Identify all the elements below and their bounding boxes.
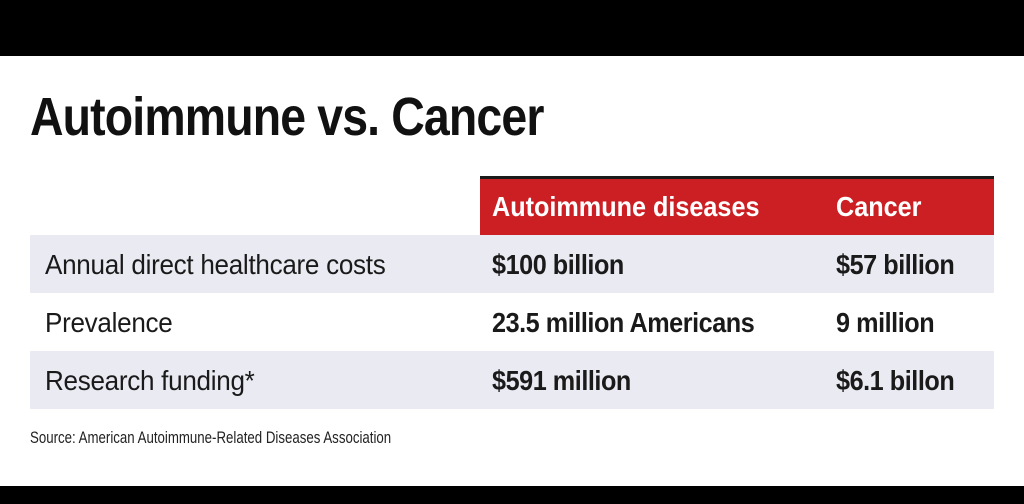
bottom-black-bar — [0, 486, 1024, 504]
table-row: Annual direct healthcare costs $100 bill… — [30, 235, 994, 293]
autoimmune-value: 23.5 million Americans — [492, 307, 755, 338]
chart-title: Autoimmune vs. Cancer — [30, 87, 544, 147]
row-label: Research funding* — [45, 365, 255, 396]
top-black-bar — [0, 0, 1024, 56]
autoimmune-value: $591 million — [492, 365, 631, 396]
autoimmune-value: $100 billion — [492, 249, 624, 280]
table-header-row: Autoimmune diseases Cancer — [30, 176, 994, 235]
header-band — [480, 176, 994, 235]
column-header-cancer: Cancer — [836, 191, 922, 222]
column-header-autoimmune: Autoimmune diseases — [492, 191, 760, 222]
row-label: Prevalence — [45, 307, 173, 338]
cancer-value: $57 billion — [836, 249, 955, 280]
table-row: Prevalence 23.5 million Americans 9 mill… — [30, 293, 994, 351]
source-note: Source: American Autoimmune-Related Dise… — [30, 428, 392, 447]
cancer-value: $6.1 billon — [836, 365, 955, 396]
row-label: Annual direct healthcare costs — [45, 249, 386, 280]
cancer-value: 9 million — [836, 307, 935, 338]
table-row: Research funding* $591 million $6.1 bill… — [30, 351, 994, 409]
comparison-table: Autoimmune diseases Cancer Annual direct… — [30, 176, 994, 409]
